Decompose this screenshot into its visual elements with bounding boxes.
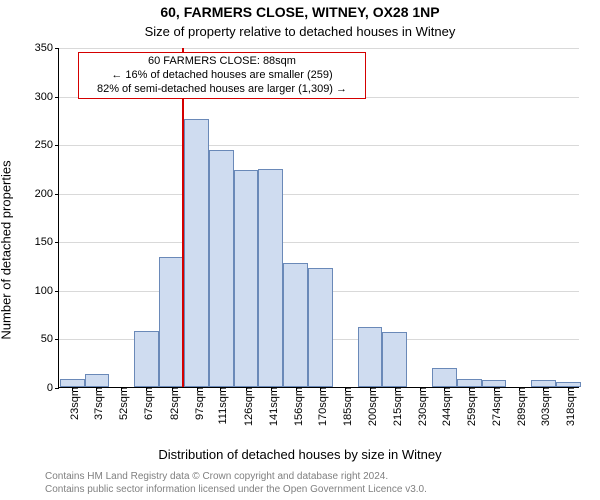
x-tick-label: 67sqm <box>139 387 155 420</box>
gridline <box>59 194 579 195</box>
attribution: Contains HM Land Registry data © Crown c… <box>45 471 427 496</box>
attribution-line: Contains public sector information licen… <box>45 484 427 497</box>
attribution-line: Contains HM Land Registry data © Crown c… <box>45 471 427 484</box>
x-tick-label: 141sqm <box>264 387 280 426</box>
x-tick-label: 111sqm <box>213 387 229 425</box>
x-tick-label: 97sqm <box>190 387 206 420</box>
x-tick-label: 82sqm <box>164 387 180 420</box>
x-tick-label: 156sqm <box>289 387 305 426</box>
x-tick-label: 126sqm <box>238 387 254 426</box>
y-tick-label: 150 <box>35 236 59 248</box>
x-tick-label: 200sqm <box>363 387 379 426</box>
gridline <box>59 48 579 49</box>
histogram-bar <box>134 331 159 387</box>
x-tick-label: 230sqm <box>413 387 429 426</box>
y-tick-label: 250 <box>35 139 59 151</box>
x-tick-label: 37sqm <box>89 387 105 420</box>
info-callout: 60 FARMERS CLOSE: 88sqm← 16% of detached… <box>78 52 366 99</box>
histogram-bar <box>482 380 507 387</box>
histogram-bar <box>283 263 308 387</box>
histogram-bar <box>209 150 234 387</box>
histogram-bar <box>258 169 283 387</box>
y-tick-label: 350 <box>35 42 59 54</box>
histogram-bar <box>85 374 110 387</box>
histogram-bar <box>159 257 184 387</box>
info-line: 60 FARMERS CLOSE: 88sqm <box>85 55 359 69</box>
info-line: 82% of semi-detached houses are larger (… <box>85 83 359 97</box>
y-axis-label: Number of detached properties <box>0 160 14 339</box>
chart-title: 60, FARMERS CLOSE, WITNEY, OX28 1NP <box>0 4 600 20</box>
x-tick-label: 23sqm <box>65 387 81 420</box>
x-tick-label: 318sqm <box>561 387 577 426</box>
chart-subtitle: Size of property relative to detached ho… <box>0 24 600 39</box>
histogram-bar <box>531 380 556 387</box>
x-tick-label: 274sqm <box>487 387 503 426</box>
x-tick-label: 244sqm <box>437 387 453 426</box>
histogram-bar <box>234 170 259 387</box>
y-tick-label: 0 <box>47 382 59 394</box>
x-tick-label: 303sqm <box>536 387 552 426</box>
histogram-bar <box>382 332 407 387</box>
histogram-bar <box>308 268 333 387</box>
y-tick-label: 300 <box>35 91 59 103</box>
x-tick-label: 52sqm <box>114 387 130 420</box>
histogram-bar <box>184 119 209 387</box>
info-line: ← 16% of detached houses are smaller (25… <box>85 69 359 83</box>
histogram-bar <box>60 379 85 387</box>
y-tick-label: 50 <box>41 333 59 345</box>
x-axis-label: Distribution of detached houses by size … <box>0 447 600 462</box>
x-tick-label: 289sqm <box>512 387 528 426</box>
gridline <box>59 242 579 243</box>
histogram-bar <box>358 327 383 387</box>
x-tick-label: 185sqm <box>338 387 354 426</box>
gridline <box>59 145 579 146</box>
x-tick-label: 259sqm <box>462 387 478 426</box>
property-size-chart: 60, FARMERS CLOSE, WITNEY, OX28 1NP Size… <box>0 0 600 500</box>
y-tick-label: 100 <box>35 285 59 297</box>
histogram-bar <box>457 379 482 387</box>
x-tick-label: 170sqm <box>312 387 328 426</box>
histogram-bar <box>432 368 457 387</box>
x-tick-label: 215sqm <box>388 387 404 426</box>
y-tick-label: 200 <box>35 188 59 200</box>
